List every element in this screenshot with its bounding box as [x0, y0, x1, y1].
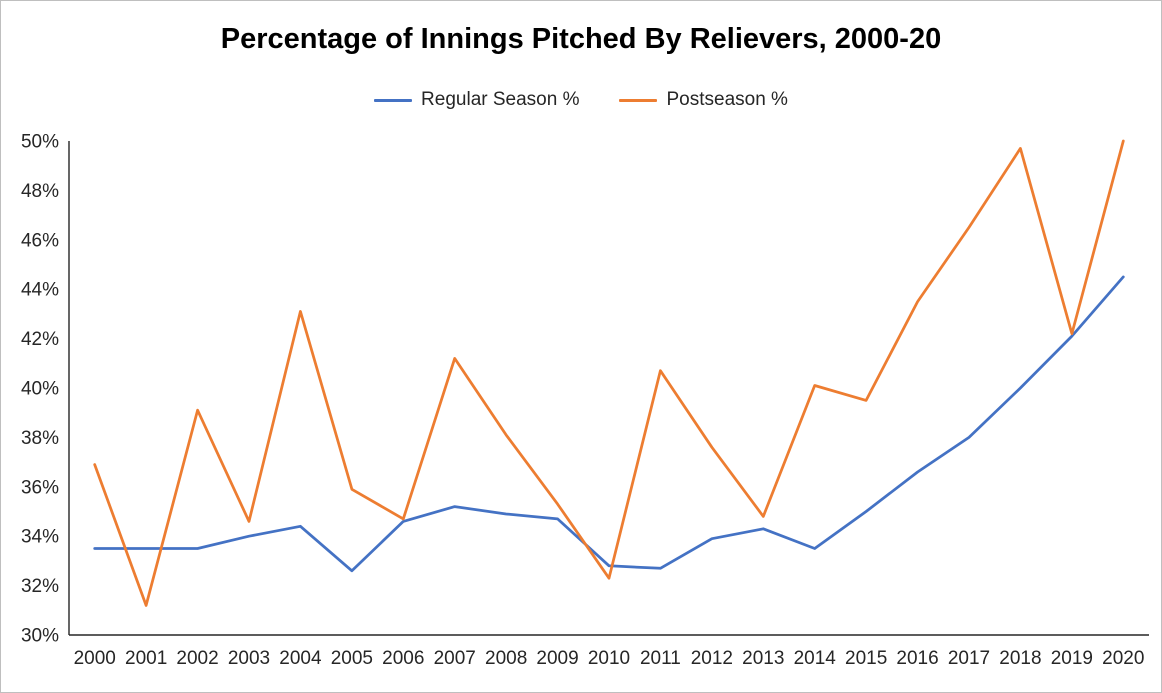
series-line-regular-season[interactable]	[93, 275, 1125, 573]
legend-line-swatch-regular-season	[374, 98, 413, 102]
y-axis-tick-label: 38%	[21, 428, 59, 449]
x-axis-tick-label: 2019	[1051, 648, 1093, 669]
y-axis-tick-label: 44%	[21, 280, 59, 301]
x-axis-tick-label: 2004	[279, 648, 322, 669]
legend-label-regular-season: Regular Season %	[421, 89, 580, 110]
legend-item-regular-season[interactable]: Regular Season %	[374, 89, 579, 111]
y-axis-tick-label: 50%	[21, 132, 59, 153]
x-axis-tick-label: 2020	[1102, 648, 1144, 669]
x-axis-tick-label: 2010	[588, 648, 630, 669]
y-axis-tick-label: 30%	[21, 626, 59, 647]
y-axis-tick-label: 46%	[21, 230, 59, 251]
series-line-postseason[interactable]	[93, 139, 1125, 607]
x-axis-tick-label: 2000	[74, 648, 116, 669]
x-axis-tick-label: 2015	[845, 648, 887, 669]
y-axis-tick-label: 48%	[21, 181, 59, 202]
x-axis-tick-label: 2003	[228, 648, 270, 669]
x-axis-tick-label: 2016	[896, 648, 938, 669]
x-axis-tick-label: 2013	[742, 648, 784, 669]
legend-item-postseason[interactable]: Postseason %	[619, 89, 788, 111]
y-axis-tick-label: 40%	[21, 379, 59, 400]
x-axis-tick-label: 2017	[948, 648, 990, 669]
x-axis-tick-label: 2009	[536, 648, 578, 669]
x-axis-tick-label: 2011	[640, 648, 681, 669]
y-axis-tick-label: 34%	[21, 527, 59, 548]
x-axis-tick-label: 2008	[485, 648, 527, 669]
chart-legend: Regular Season % Postseason %	[1, 89, 1161, 111]
x-axis-tick-label: 2018	[999, 648, 1041, 669]
chart-title: Percentage of Innings Pitched By Relieve…	[220, 23, 942, 55]
y-axis-tick-label: 42%	[21, 329, 59, 350]
legend-line-swatch-postseason	[619, 98, 658, 102]
x-axis-tick-label: 2001	[125, 648, 167, 669]
x-axis-tick-label: 2014	[794, 648, 837, 669]
x-axis-tick-label: 2002	[176, 648, 218, 669]
y-axis-tick-label: 36%	[21, 477, 59, 498]
y-axis-tick-label: 32%	[21, 576, 59, 597]
x-axis-tick-label: 2006	[382, 648, 424, 669]
legend-label-postseason: Postseason %	[666, 89, 788, 110]
x-axis-tick-label: 2005	[331, 648, 373, 669]
x-axis-tick-label: 2012	[691, 648, 733, 669]
x-axis-tick-label: 2007	[434, 648, 476, 669]
